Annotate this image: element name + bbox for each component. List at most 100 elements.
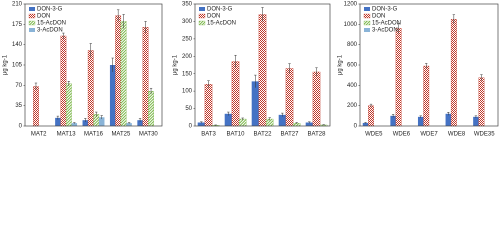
error-bar (84, 118, 87, 122)
error-bar (288, 63, 291, 74)
legend-swatch (198, 13, 206, 19)
error-bar (391, 114, 395, 118)
error-bar (89, 43, 92, 58)
error-bar (144, 21, 147, 34)
bar (368, 105, 374, 127)
x-tick-label: MAT2 (31, 132, 47, 138)
x-tick-label: MAT25 (111, 132, 131, 138)
bar (473, 116, 479, 126)
error-bar (149, 87, 153, 95)
legend-swatch (28, 13, 36, 19)
error-bar (214, 124, 217, 126)
y-tick-label: 250 (182, 36, 193, 42)
legend-label: 15-AcDON (207, 21, 236, 27)
legend-swatch (29, 7, 35, 11)
y-tick-label: 175 (12, 22, 23, 28)
bar (423, 65, 430, 127)
y-tick-label: 50 (185, 106, 192, 112)
x-tick-label: WDE7 (420, 132, 438, 138)
x-tick-label: MAT13 (57, 132, 77, 138)
bar (251, 81, 259, 126)
y-tick-label: 140 (12, 42, 23, 48)
bar (278, 114, 286, 126)
plot-frame (194, 3, 331, 127)
legend-swatch (363, 20, 371, 26)
legend-label: DON (207, 14, 220, 20)
error-bar (315, 67, 318, 77)
error-bar (122, 14, 125, 29)
bar (148, 90, 154, 127)
legend-label: DON (37, 14, 50, 20)
x-tick-label: BAT3 (201, 132, 216, 138)
bar (87, 50, 94, 127)
error-bar (138, 118, 142, 122)
bar (33, 86, 39, 127)
bar (98, 117, 105, 126)
bar (142, 27, 149, 127)
y-tick-label: 105 (12, 63, 23, 69)
error-bar (254, 74, 257, 88)
bar (478, 77, 485, 127)
x-tick-label: MAT30 (139, 132, 159, 138)
bar (395, 28, 402, 127)
bar (285, 68, 294, 127)
bar (231, 61, 240, 127)
bar (120, 21, 127, 127)
legend-swatch (29, 28, 35, 32)
bar (82, 120, 89, 126)
error-bar (480, 74, 483, 81)
y-tick-label: 600 (347, 63, 358, 69)
x-tick-label: WDE8 (448, 132, 466, 138)
x-tick-label: WDE5 (365, 132, 383, 138)
error-bar (369, 103, 373, 108)
legend-swatch (28, 20, 36, 26)
y-tick-label: 0 (354, 124, 358, 130)
error-bar (207, 80, 210, 88)
legend-label: DON-3-G (37, 7, 63, 13)
error-bar (474, 115, 478, 118)
plot-frame (24, 3, 163, 127)
error-bar (67, 81, 71, 86)
error-bar (116, 9, 120, 22)
figure: μg kg-1 0 35 70 105 140 175 210 MAT2 MAT13 MAT16 MA… (3, 2, 499, 138)
bar (445, 113, 452, 126)
error-bar (364, 122, 367, 124)
legend-swatch (364, 28, 370, 32)
error-bar (261, 7, 264, 22)
bar (115, 15, 122, 127)
bar (450, 19, 457, 127)
bar (55, 117, 61, 126)
y-tick-label: 210 (12, 2, 23, 8)
error-bar (281, 112, 284, 117)
bar (390, 115, 396, 126)
error-bar (419, 115, 422, 118)
y-tick-label: 0 (189, 124, 193, 130)
error-bar (73, 122, 76, 124)
error-bar (100, 115, 103, 120)
y-tick-label: 200 (347, 103, 358, 109)
error-bar (234, 54, 237, 68)
y-tick-label: 350 (182, 2, 193, 8)
bar (312, 71, 321, 127)
legend-swatch (199, 7, 205, 11)
error-bar (127, 122, 131, 124)
error-bar (111, 57, 114, 72)
legend-label: 15-AcDON (37, 21, 66, 27)
y-axis-label: μg kg-1 (338, 54, 344, 75)
legend-label: 15-AcDON (372, 21, 401, 27)
y-tick-label: 300 (182, 19, 193, 25)
y-tick-label: 800 (347, 42, 358, 48)
error-bar (241, 117, 244, 121)
legend-label: 3-AcDON (372, 28, 398, 34)
error-bar (56, 115, 60, 120)
x-tick-label: BAT28 (308, 132, 327, 138)
y-tick-label: 35 (15, 103, 22, 109)
x-tick-label: BAT27 (281, 132, 300, 138)
legend-swatch (364, 7, 370, 11)
y-axis-label: μg kg-1 (173, 54, 179, 75)
legend-label: DON (372, 14, 385, 20)
y-tick-label: 200 (182, 54, 193, 60)
error-bar (447, 112, 450, 116)
error-bar (95, 111, 98, 117)
bar (362, 122, 369, 126)
